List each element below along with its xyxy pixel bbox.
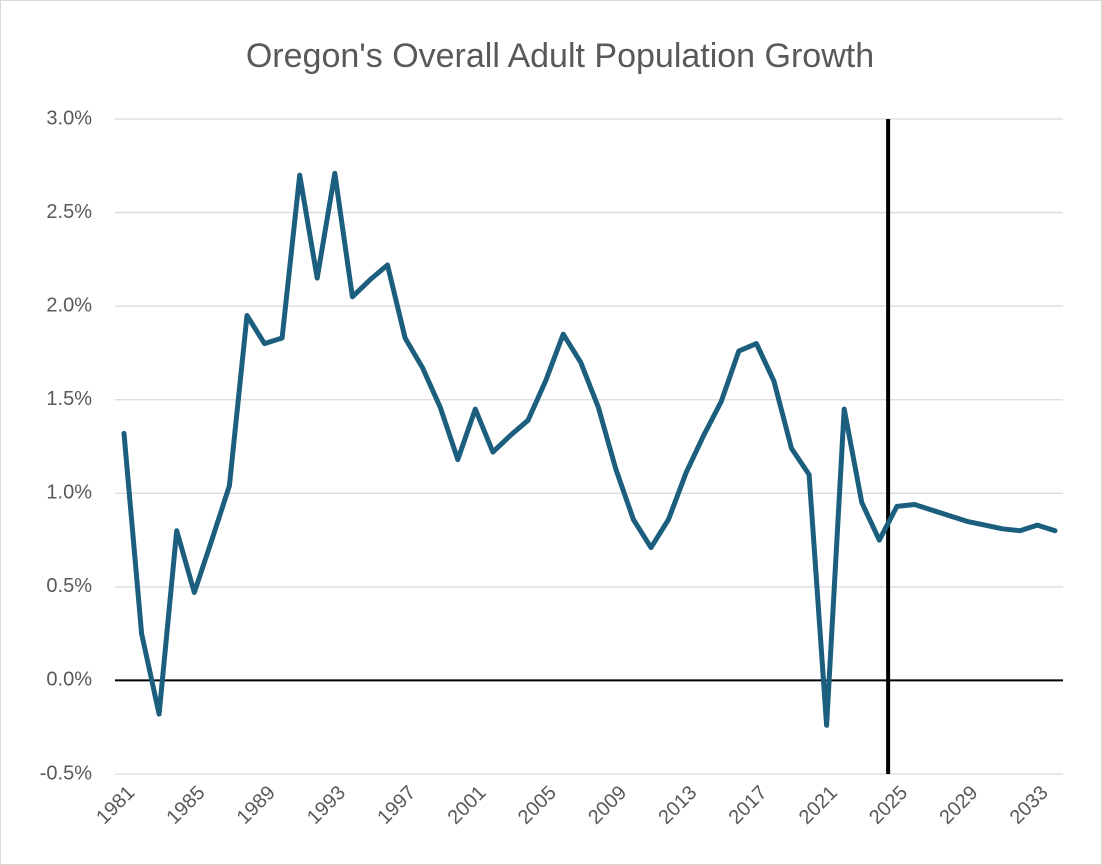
y-tick-label: 2.0% — [46, 294, 92, 316]
chart-title: Oregon's Overall Adult Population Growth — [246, 37, 874, 75]
y-tick-label: 3.0% — [46, 107, 92, 129]
data-line — [121, 170, 1058, 728]
y-tick-label: 0.0% — [46, 669, 92, 691]
y-tick-label: -0.5% — [40, 762, 92, 784]
y-tick-label: 1.0% — [46, 482, 92, 504]
y-tick-label: 1.5% — [46, 388, 92, 410]
y-tick-label: 2.5% — [46, 201, 92, 223]
y-tick-label: 0.5% — [46, 575, 92, 597]
